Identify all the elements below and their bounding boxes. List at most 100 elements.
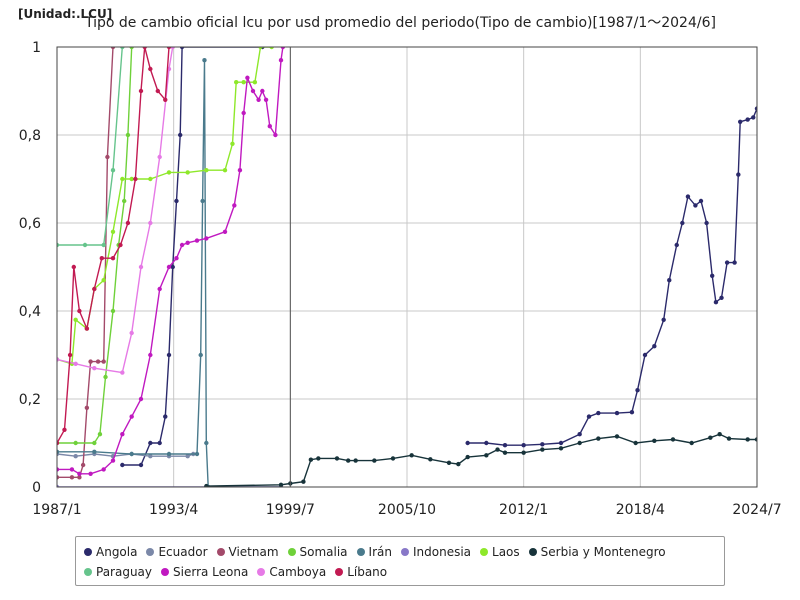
x-tick-label: 2024/7 — [732, 502, 781, 518]
legend-marker-icon — [257, 568, 266, 576]
data-point — [732, 260, 737, 265]
data-point — [174, 256, 179, 261]
legend-item[interactable]: Paraguay — [84, 562, 152, 582]
data-point — [122, 198, 127, 204]
y-tick-label: 0 — [32, 480, 41, 496]
data-point — [635, 388, 640, 393]
legend-marker-icon — [287, 548, 296, 556]
data-point — [334, 456, 340, 461]
data-point — [133, 176, 138, 182]
data-point — [82, 242, 88, 248]
data-point — [267, 124, 272, 129]
data-point — [67, 352, 73, 358]
data-point — [680, 220, 685, 226]
data-point — [120, 47, 125, 50]
data-point — [710, 273, 715, 278]
data-point — [269, 47, 274, 50]
data-point — [157, 154, 162, 160]
legend-item[interactable]: Líbano — [335, 562, 387, 582]
data-point — [241, 110, 246, 116]
data-point — [273, 132, 278, 138]
data-point — [57, 357, 60, 362]
grid — [56, 46, 758, 488]
data-point — [185, 240, 190, 245]
legend-label: Ecuador — [158, 545, 208, 559]
data-point — [105, 154, 110, 160]
data-point — [353, 458, 358, 463]
series-camboya — [57, 47, 175, 375]
data-point — [101, 359, 106, 364]
data-point — [222, 168, 228, 173]
data-point — [77, 475, 82, 480]
data-point — [77, 471, 82, 476]
data-point — [346, 458, 351, 463]
legend-item[interactable]: Serbia y Montenegro — [528, 542, 666, 562]
data-point — [88, 471, 93, 476]
data-point — [200, 198, 205, 204]
legend-item[interactable]: Sierra Leona — [161, 562, 248, 582]
data-point — [92, 440, 97, 446]
data-point — [629, 410, 635, 415]
data-point — [308, 457, 314, 462]
data-point — [194, 451, 200, 457]
data-point — [540, 442, 545, 447]
series-line — [57, 47, 123, 246]
data-point — [73, 454, 78, 459]
legend-marker-icon — [216, 548, 225, 556]
data-point — [174, 198, 179, 204]
series-serbia-y-montenegro — [204, 432, 757, 487]
data-point — [178, 132, 183, 138]
legend-marker-icon — [161, 568, 170, 576]
axes: 0 0,2 0,4 0,6 0,8 1 1987/1 1993/4 1999/7 2005/10 2… — [19, 40, 782, 518]
data-point — [101, 278, 106, 283]
data-point — [129, 414, 134, 419]
legend-label: Laos — [492, 545, 520, 559]
data-point — [670, 437, 676, 442]
x-tick-label: 2012/1 — [499, 502, 548, 518]
legend-item[interactable]: Indonesia — [400, 542, 472, 562]
data-point — [129, 176, 134, 182]
legend-item[interactable]: Camboya — [257, 562, 326, 582]
data-point — [736, 172, 741, 177]
data-point — [170, 264, 175, 270]
legend-item[interactable]: Somalia — [287, 542, 348, 562]
data-point — [170, 47, 175, 50]
data-point — [301, 479, 306, 484]
legend-item[interactable]: Irán — [356, 542, 392, 562]
series-laos — [57, 47, 274, 366]
data-point — [155, 88, 160, 94]
data-point — [614, 434, 620, 439]
data-point — [596, 436, 601, 441]
data-point — [456, 461, 461, 467]
data-point — [484, 453, 489, 458]
series-somalia — [57, 47, 134, 446]
data-point — [502, 443, 508, 448]
legend-label: Líbano — [347, 565, 388, 579]
data-point — [258, 47, 263, 50]
legend-label: Irán — [368, 545, 392, 559]
legend-item[interactable]: Angola — [84, 542, 137, 562]
data-point — [179, 47, 185, 50]
data-point — [77, 308, 82, 314]
data-point — [103, 374, 108, 380]
data-point — [120, 176, 125, 182]
data-point — [204, 483, 209, 487]
legend-label: Indonesia — [412, 545, 472, 559]
data-point — [558, 446, 564, 451]
data-point — [57, 475, 60, 480]
legend-label: Paraguay — [96, 565, 153, 579]
data-point — [120, 370, 125, 375]
data-point — [166, 170, 172, 175]
data-point — [148, 176, 153, 182]
legend-item[interactable]: Ecuador — [146, 542, 208, 562]
legend-item[interactable]: Laos — [480, 542, 520, 562]
data-point — [234, 80, 239, 85]
y-tick-label: 0,4 — [19, 304, 41, 320]
data-point — [316, 456, 321, 461]
series-line — [57, 47, 133, 444]
data-point — [256, 97, 261, 103]
data-point — [185, 170, 190, 175]
data-point — [148, 352, 153, 358]
legend-item[interactable]: Vietnam — [216, 542, 279, 562]
data-point — [57, 449, 60, 454]
